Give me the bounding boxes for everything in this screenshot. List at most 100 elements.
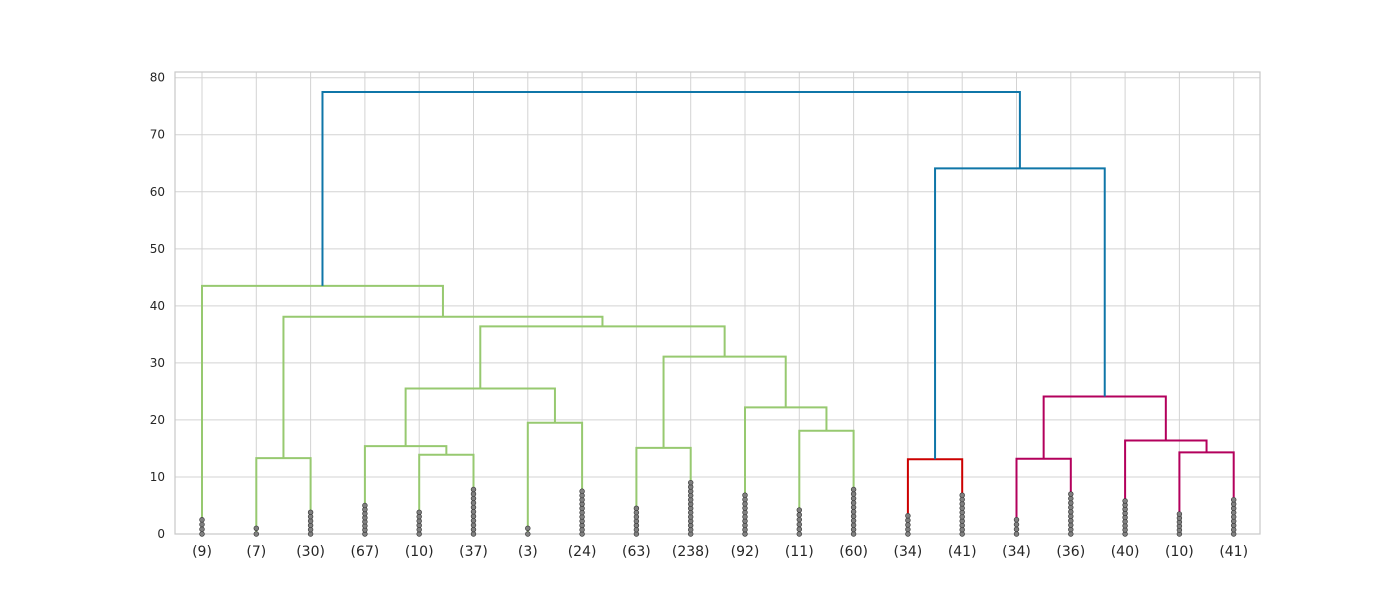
dendrogram-link: [201, 284, 444, 534]
leaf-label: (67): [351, 544, 380, 560]
leaf-marker: [850, 509, 857, 515]
leaf-marker: [850, 500, 857, 506]
y-tick-label: 80: [150, 71, 165, 85]
leaf-marker: [416, 509, 422, 516]
leaf-marker: [796, 516, 802, 523]
leaf-marker: [253, 525, 259, 531]
dendrogram-link: [418, 453, 475, 534]
leaf-marker: [470, 517, 477, 524]
leaf-marker: [362, 502, 368, 509]
leaf-marker: [1122, 498, 1128, 504]
dendrogram-link: [1042, 395, 1167, 459]
leaf-marker: [1068, 491, 1074, 497]
dendrogram-link: [404, 387, 556, 447]
leaf-marker: [796, 521, 802, 528]
leaf-marker: [470, 513, 477, 519]
leaf-marker: [742, 492, 748, 498]
leaf-marker: [470, 491, 477, 497]
dendrogram-link: [526, 421, 584, 534]
leaf-marker: [905, 522, 911, 528]
dendrogram-link: [662, 355, 787, 448]
leaf-marker: [1068, 495, 1074, 502]
y-axis-ticks: 0 10 20 30 40 50 60 70 80: [150, 71, 165, 541]
y-tick-label: 40: [150, 299, 165, 313]
y-tick-label: 60: [150, 185, 165, 199]
leaf-marker: [1176, 511, 1183, 517]
leaf-label: (34): [1002, 544, 1031, 560]
y-tick-label: 70: [150, 128, 165, 142]
leaf-marker: [687, 479, 694, 486]
leaf-marker: [796, 531, 802, 537]
leaf-marker: [1013, 526, 1020, 532]
leaf-marker: [199, 526, 205, 532]
leaf-marker: [850, 526, 857, 533]
leaf-marker: [1068, 513, 1074, 519]
leaf-marker: [1068, 522, 1074, 528]
leaf-marker: [470, 500, 477, 506]
leaf-marker: [1068, 517, 1074, 524]
leaf-marker: [199, 521, 205, 528]
leaf-label: (9): [192, 544, 212, 560]
y-tick-label: 10: [150, 470, 165, 484]
dendrogram-link: [1124, 439, 1208, 534]
leaf-marker: [905, 513, 911, 519]
leaf-label: (92): [731, 544, 760, 560]
leaf-label: (63): [622, 544, 651, 560]
dendrogram-link: [363, 445, 448, 534]
leaf-marker: [525, 531, 531, 537]
grid-lines: [175, 72, 1260, 535]
leaf-marker: [796, 507, 802, 513]
y-tick-label: 20: [150, 413, 165, 427]
leaf-marker: [850, 531, 857, 537]
leaf-marker: [1068, 504, 1074, 511]
leaf-marker: [525, 525, 531, 531]
leaf-marker: [796, 526, 802, 532]
leaf-marker: [1013, 531, 1020, 537]
leaf-marker: [850, 491, 857, 497]
leaf-marker: [796, 512, 802, 518]
leaf-marker: [1013, 521, 1020, 528]
leaf-marker: [1230, 497, 1237, 503]
dendrogram-link: [255, 457, 312, 534]
leaf-marker: [470, 531, 477, 537]
leaf-label: (60): [839, 544, 868, 560]
dendrogram-link: [321, 90, 1021, 286]
leaf-label: (238): [672, 544, 710, 560]
dendrogram-link: [934, 167, 1106, 460]
y-tick-label: 0: [157, 527, 165, 541]
leaf-label: (34): [894, 544, 923, 560]
leaf-marker: [199, 531, 205, 537]
leaf-marker: [470, 504, 477, 511]
leaf-marker: [470, 522, 477, 528]
leaf-marker: [1068, 526, 1074, 533]
dendrogram-link: [744, 406, 828, 534]
leaf-label: (7): [246, 544, 266, 560]
dendrogram-link: [906, 458, 964, 534]
leaf-marker: [633, 505, 640, 512]
leaf-label: (30): [296, 544, 325, 560]
leaf-marker: [850, 517, 857, 524]
leaf-marker: [307, 509, 314, 516]
plot-frame: [174, 71, 1261, 535]
y-tick-label: 30: [150, 356, 165, 370]
leaf-marker: [470, 509, 477, 515]
leaf-marker: [905, 526, 911, 533]
leaf-label: (36): [1056, 544, 1085, 560]
leaf-label: (11): [785, 544, 814, 560]
leaf-marker: [905, 531, 911, 537]
leaf-marker: [470, 526, 477, 533]
leaf-marker: [253, 531, 259, 537]
leaf-marker: [1068, 500, 1074, 506]
dendrogram-link: [1178, 451, 1235, 534]
dendrogram-link: [635, 446, 692, 534]
leaf-marker: [850, 504, 857, 511]
leaf-marker: [470, 495, 477, 502]
leaf-label: (40): [1111, 544, 1140, 560]
dendrogram-link: [798, 429, 855, 534]
leaf-label: (37): [459, 544, 488, 560]
dendrogram-link: [1015, 457, 1072, 534]
leaf-marker: [850, 486, 857, 493]
leaf-label: (41): [948, 544, 977, 560]
leaf-marker: [199, 517, 205, 523]
